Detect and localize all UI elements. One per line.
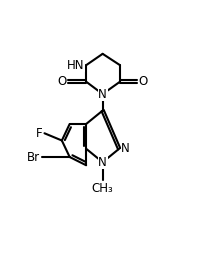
- Text: N: N: [98, 88, 107, 100]
- Text: O: O: [138, 75, 147, 88]
- Text: O: O: [57, 75, 66, 88]
- Text: N: N: [98, 156, 107, 169]
- Text: N: N: [121, 142, 130, 155]
- Text: F: F: [36, 127, 43, 140]
- Text: HN: HN: [67, 59, 84, 72]
- Text: Br: Br: [27, 151, 40, 163]
- Text: CH₃: CH₃: [92, 182, 114, 195]
